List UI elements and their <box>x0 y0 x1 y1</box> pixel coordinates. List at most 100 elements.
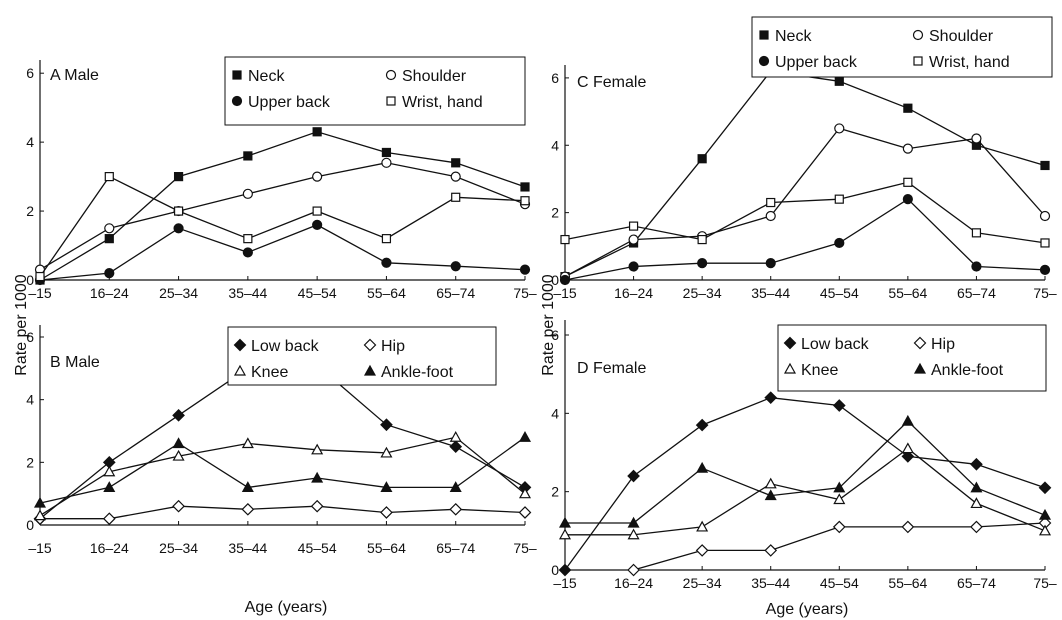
x-tick-label: 65–74 <box>436 540 475 556</box>
legend-label-shoulder: Shoulder <box>929 28 994 45</box>
chart-panel-c-female: 0 2 4 6 –15 16–24 25–34 35–44 45–54 55–64 65–74 75–… <box>551 16 1057 301</box>
data-point-hip <box>172 499 185 513</box>
data-point-ankle-foot <box>311 471 324 483</box>
data-point-wrist-hand <box>312 206 322 216</box>
data-point-low-back <box>1038 481 1052 495</box>
data-point-hip <box>518 506 532 519</box>
y-tick-label: 0 <box>551 562 559 578</box>
data-point-shoulder <box>1039 210 1051 222</box>
data-point-neck <box>381 147 392 158</box>
legend-marker-hip <box>913 336 927 350</box>
data-point-low-back <box>172 408 185 422</box>
data-point-shoulder <box>765 210 776 222</box>
chart-panel-a-male: 0 2 4 6 –15 16–24 25–34 35–44 45–54 55–64 65–74 75–… <box>26 56 537 301</box>
data-point-knee <box>696 520 709 532</box>
series-line-neck <box>39 131 526 281</box>
chart-panel-d-female: 0 2 4 6 –15 16–24 25–34 35–44 45–54 55–64 65–74 75–… <box>551 320 1057 591</box>
data-point-wrist-hand <box>697 234 707 245</box>
legend-label-low-back: Low back <box>251 338 320 355</box>
data-point-knee <box>103 465 116 477</box>
data-point-wrist-hand <box>104 172 114 182</box>
chart-panel-b-male: 0 2 4 6 –15 16–24 25–34 35–44 45–54 55–64 65–74 75–… <box>26 325 537 556</box>
panel-title: A Male <box>50 67 99 84</box>
legend-label-neck: Neck <box>248 68 285 85</box>
legend-label-wrist-hand: Wrist, hand <box>929 54 1010 71</box>
legend: Low back Hip Knee Ankle-foot <box>227 326 497 386</box>
legend-label-neck: Neck <box>775 28 812 45</box>
data-point-knee <box>558 528 572 540</box>
x-tick-label: 25–34 <box>159 285 198 301</box>
x-tick-label: 16–24 <box>614 285 653 301</box>
data-point-ankle-foot <box>558 516 572 528</box>
x-tick-label: –15 <box>28 540 52 556</box>
legend-marker-hip <box>363 338 377 352</box>
x-tick-label: 75– <box>513 540 537 556</box>
data-point-neck <box>451 158 461 168</box>
panel-title: B Male <box>50 354 100 371</box>
data-point-low-back <box>449 440 463 454</box>
x-tick-label: –15 <box>553 285 577 301</box>
y-tick-label: 6 <box>551 70 559 86</box>
x-tick-label: 35–44 <box>751 575 790 591</box>
legend-box <box>777 324 1047 392</box>
series-upper-back <box>559 194 1051 286</box>
data-point-hip <box>695 544 709 557</box>
data-point-low-back <box>558 563 572 577</box>
y-axis-label-left: Rate per 1000 <box>13 274 30 376</box>
data-point-neck <box>173 172 184 182</box>
data-point-wrist-hand <box>834 194 844 204</box>
data-point-hip <box>901 520 915 534</box>
series-line-wrist-hand <box>39 175 526 277</box>
x-tick-label: 55–64 <box>367 540 406 556</box>
data-point-low-back <box>764 391 778 405</box>
data-point-neck <box>903 103 913 113</box>
data-point-wrist-hand <box>628 221 639 231</box>
x-tick-label: –15 <box>28 285 52 301</box>
y-tick-label: 4 <box>26 134 34 150</box>
data-point-knee <box>380 446 393 458</box>
legend-marker-upper-back <box>758 55 770 67</box>
legend: Neck Shoulder Upper back Wrist, hand <box>224 56 526 126</box>
data-point-upper-back <box>559 274 571 286</box>
legend-label-hip: Hip <box>931 336 955 353</box>
x-tick-label: 55–64 <box>888 575 927 591</box>
data-point-upper-back <box>765 258 776 269</box>
panel-title: C Female <box>577 74 646 91</box>
data-point-low-back <box>695 418 709 432</box>
series-ankle-foot <box>33 431 532 508</box>
data-point-ankle-foot <box>901 414 914 426</box>
data-point-neck <box>697 154 707 164</box>
data-point-wrist-hand <box>35 271 45 282</box>
data-point-wrist-hand <box>903 177 913 187</box>
series-neck <box>35 127 530 285</box>
series-knee <box>33 431 532 521</box>
data-point-shoulder <box>242 188 253 199</box>
x-axis-label-right: Age (years) <box>766 601 849 618</box>
legend-box <box>751 16 1053 78</box>
x-tick-label: 55–64 <box>888 285 927 301</box>
series-line-wrist-hand <box>564 181 1046 244</box>
series-line-shoulder <box>564 127 1046 278</box>
series-shoulder <box>34 157 531 275</box>
data-point-low-back <box>832 399 846 412</box>
data-point-wrist-hand <box>560 234 570 245</box>
data-point-knee <box>311 443 324 455</box>
series-line-ankle-foot <box>39 436 526 504</box>
x-tick-label: 45–54 <box>820 285 859 301</box>
data-point-neck <box>834 76 844 86</box>
data-point-low-back <box>970 457 983 471</box>
y-tick-label: 2 <box>26 454 34 470</box>
data-point-upper-back <box>173 223 184 234</box>
data-point-ankle-foot <box>172 437 185 449</box>
data-point-neck <box>243 151 253 161</box>
series-line-upper-back <box>39 224 526 281</box>
legend: Low back Hip Knee Ankle-foot <box>777 324 1047 392</box>
x-tick-label: 35–44 <box>228 285 267 301</box>
legend-marker-low-back <box>783 336 797 350</box>
data-point-upper-back <box>519 264 531 275</box>
y-tick-label: 2 <box>551 484 559 500</box>
y-tick-label: 4 <box>551 137 559 153</box>
series-low-back <box>558 391 1052 577</box>
y-tick-label: 4 <box>26 392 34 408</box>
series-wrist-hand <box>560 177 1050 248</box>
